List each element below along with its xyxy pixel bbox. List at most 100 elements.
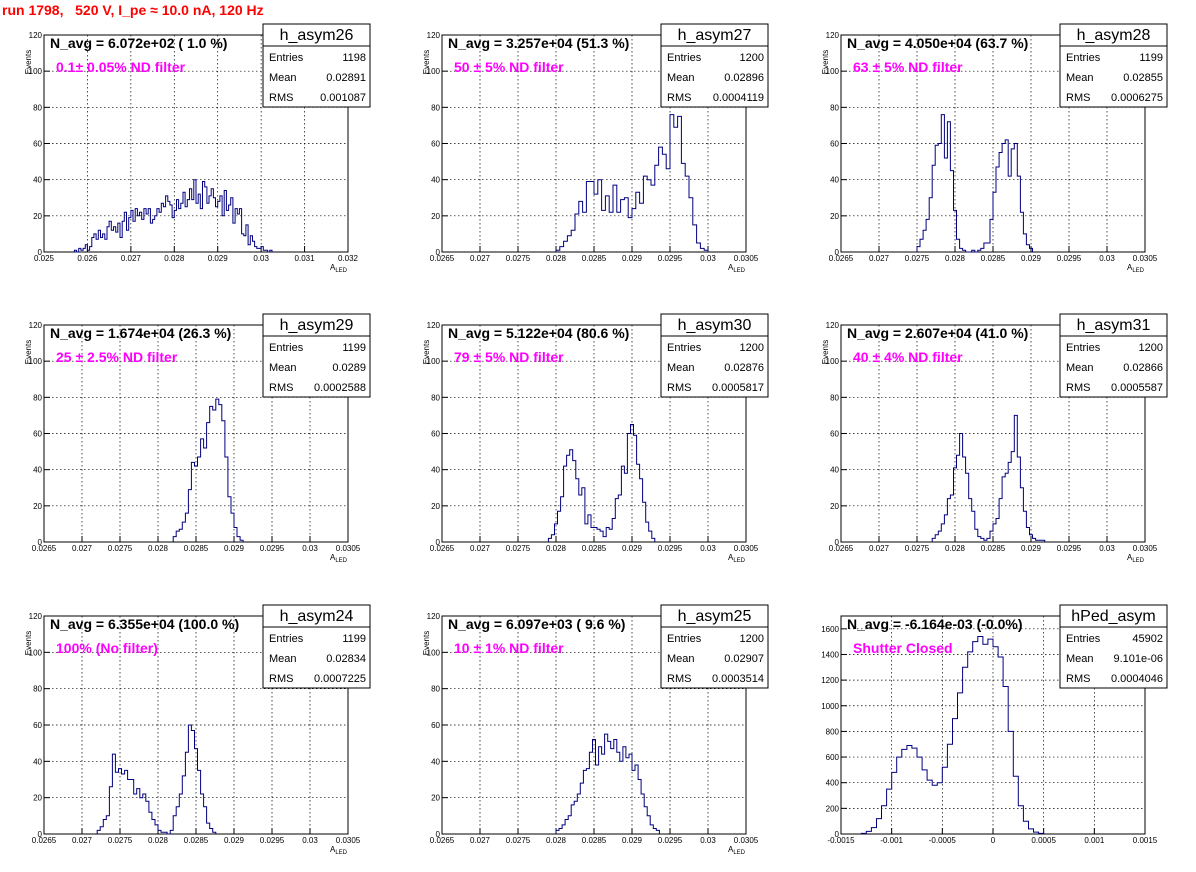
stat-value: 0.02907 (724, 653, 764, 665)
y-tick-label: 20 (431, 794, 440, 803)
y-tick-label: 120 (427, 31, 441, 40)
y-tick-label: 100 (826, 357, 840, 366)
histogram-series (96, 724, 217, 835)
y-tick-label: 100 (427, 648, 441, 657)
y-axis-title: Events (24, 340, 33, 364)
y-tick-label: 40 (830, 176, 839, 185)
x-tick-label: 0.027 (869, 544, 890, 553)
x-axis-title-subscript: LED (1132, 558, 1144, 564)
filter-label: 25 ± 2.5% ND filter (56, 349, 178, 365)
x-tick-label: 0.0285 (582, 254, 607, 263)
y-tick-label: 60 (830, 430, 839, 439)
y-tick-label: 80 (33, 393, 42, 402)
y-axis-title: Events (422, 50, 431, 74)
histogram-series (860, 636, 1045, 834)
y-axis-title: Events (821, 340, 830, 364)
x-tick-label: 0.03 (302, 836, 318, 845)
y-axis-title: Events (24, 631, 33, 655)
filter-label: 0.1± 0.05% ND filter (56, 59, 186, 75)
y-tick-label: 80 (33, 685, 42, 694)
histogram-panel-h_asym27: 0.0265 0.027 0.0275 0.028 0.0285 0.029 0.0295 0… (422, 23, 769, 274)
stat-label: RMS (269, 382, 293, 394)
y-axis-title: Events (24, 50, 33, 74)
x-tick-label: 0.0305 (1133, 254, 1158, 263)
stat-label: RMS (667, 673, 691, 685)
navg-label: N_avg = -6.164e-03 (-0.0%) (847, 616, 1022, 632)
histogram-name: hPed_asym (1071, 608, 1156, 625)
x-tick-label: 0.0265 (829, 254, 854, 263)
x-tick-label: 0.0275 (506, 836, 531, 845)
histogram-series (916, 114, 1033, 253)
y-tick-label: 120 (29, 31, 43, 40)
x-tick-label: 0.0305 (734, 254, 759, 263)
stat-label: Mean (1066, 72, 1094, 84)
y-tick-label: 100 (29, 357, 43, 366)
x-tick-label: 0.031 (295, 254, 316, 263)
stat-value: 0.0007225 (314, 673, 366, 685)
x-tick-label: 0.0295 (260, 544, 285, 553)
stat-box-body (1059, 626, 1168, 689)
x-axis-title: ALED (330, 845, 348, 856)
histogram-panel-h_asym26: 0.025 0.026 0.027 0.028 0.029 0.03 0.031 0.032 0… (24, 23, 371, 274)
y-tick-label: 20 (33, 794, 42, 803)
navg-label: N_avg = 6.097e+03 ( 9.6 %) (448, 616, 625, 632)
run-title: run 1798, 520 V, I_pe ≈ 10.0 nA, 120 Hz (2, 2, 264, 18)
y-tick-label: 100 (29, 67, 43, 76)
y-axis-title: Events (422, 340, 431, 364)
y-tick-label: 60 (431, 140, 440, 149)
x-tick-label: 0.0295 (658, 544, 683, 553)
y-tick-label: 100 (427, 357, 441, 366)
x-tick-label: 0.001 (1084, 836, 1105, 845)
navg-label: N_avg = 1.674e+04 (26.3 %) (50, 325, 231, 341)
histogram-series (73, 179, 273, 253)
stat-value: 0.0289 (332, 362, 366, 374)
x-tick-label: 0.0265 (430, 254, 455, 263)
x-tick-label: 0.027 (869, 254, 890, 263)
x-axis-title: ALED (330, 553, 348, 564)
y-tick-label: 100 (29, 648, 43, 657)
stat-value: 1200 (740, 633, 764, 645)
histogram-panel-h_asym28: 0.0265 0.027 0.0275 0.028 0.0285 0.029 0.0295 0… (821, 23, 1168, 274)
stat-value: 0.02866 (1123, 362, 1163, 374)
x-tick-label: 0.0295 (658, 836, 683, 845)
y-axis-title: Events (821, 50, 830, 74)
x-tick-label: 0.0285 (184, 836, 209, 845)
stat-label: RMS (269, 92, 293, 104)
y-tick-label: 1600 (821, 625, 839, 634)
y-tick-label: 40 (431, 757, 440, 766)
stat-value: 1199 (342, 633, 366, 645)
histogram-series (555, 733, 660, 834)
navg-label: N_avg = 4.050e+04 (63.7 %) (847, 35, 1028, 51)
stat-label: Mean (1066, 653, 1094, 665)
y-tick-label: 40 (33, 176, 42, 185)
y-tick-label: 80 (33, 103, 42, 112)
x-tick-label: 0.0265 (32, 544, 57, 553)
x-axis-title: ALED (728, 845, 746, 856)
x-tick-label: 0.028 (546, 544, 567, 553)
y-tick-label: 0 (436, 538, 441, 547)
x-tick-label: 0.028 (945, 544, 966, 553)
y-tick-label: 400 (826, 779, 840, 788)
x-tick-label: 0.0275 (108, 836, 133, 845)
y-tick-label: 120 (427, 321, 441, 330)
x-axis-title: ALED (728, 553, 746, 564)
x-tick-label: 0.029 (622, 544, 643, 553)
x-tick-label: 0.03 (253, 254, 269, 263)
x-tick-label: 0.0275 (506, 544, 531, 553)
y-tick-label: 0 (436, 248, 441, 257)
x-tick-label: 0.0305 (336, 836, 361, 845)
y-tick-label: 60 (431, 430, 440, 439)
x-tick-label: 0.029 (622, 254, 643, 263)
stat-value: 0.0004119 (713, 92, 764, 104)
y-tick-label: 1200 (821, 676, 839, 685)
y-tick-label: 40 (830, 466, 839, 475)
x-tick-label: 0.0275 (905, 254, 930, 263)
y-tick-label: 20 (830, 502, 839, 511)
x-tick-label: 0.0285 (981, 544, 1006, 553)
x-tick-label: 0.028 (148, 836, 169, 845)
y-tick-label: 80 (431, 103, 440, 112)
stat-box-body (262, 335, 371, 398)
y-tick-label: 80 (830, 393, 839, 402)
x-tick-label: 0.03 (302, 544, 318, 553)
y-tick-label: 20 (33, 502, 42, 511)
